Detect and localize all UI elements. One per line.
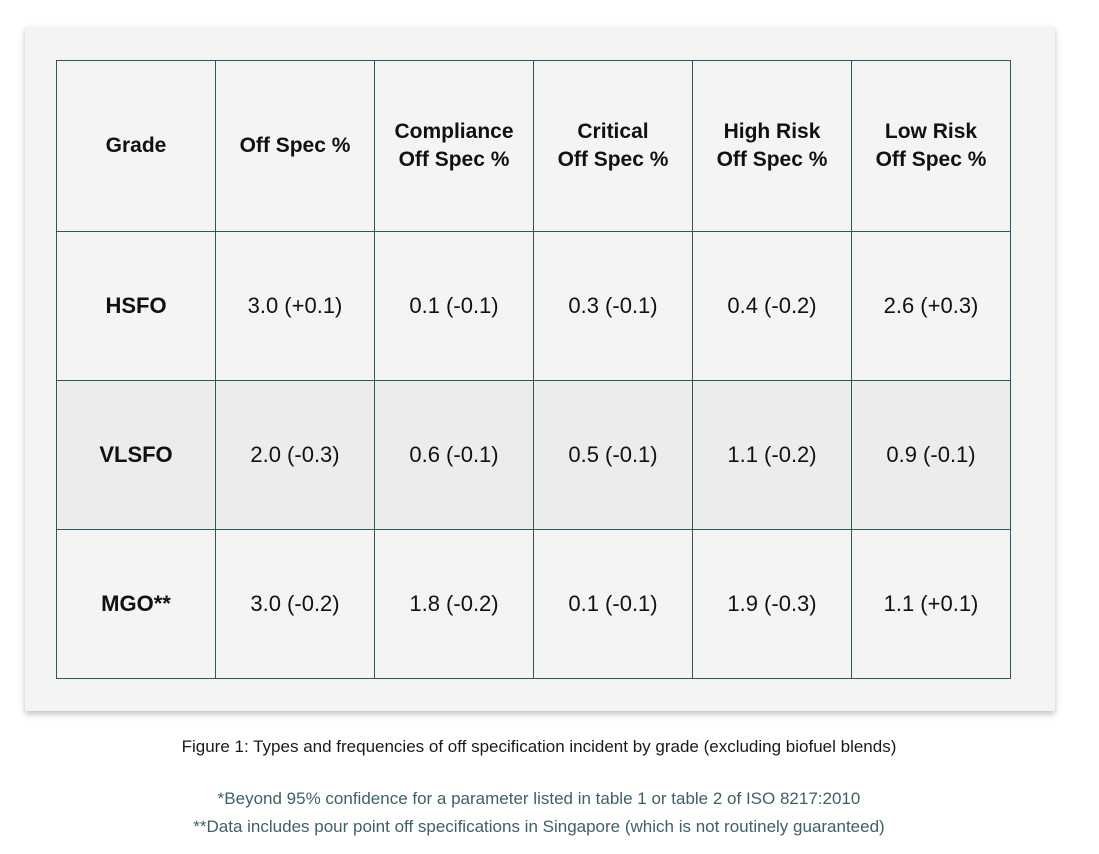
figure-caption: Figure 1: Types and frequencies of off s… [181,737,897,756]
value-cell: 0.6 (-0.1) [374,380,534,530]
table-header-row: Grade Off Spec % Compliance Off Spec % Cr… [56,60,1011,232]
value-cell: 3.0 (-0.2) [215,529,375,679]
value-cell: 1.1 (-0.2) [692,380,852,530]
value-cell: 3.0 (+0.1) [215,231,375,381]
table-row-mgo: MGO** 3.0 (-0.2) 1.8 (-0.2) 0.1 (-0.1) 1… [56,529,1011,679]
header-grade: Grade [56,60,216,232]
value-cell: 1.9 (-0.3) [692,529,852,679]
value-cell: 1.8 (-0.2) [374,529,534,679]
off-spec-table: Grade Off Spec % Compliance Off Spec % Cr… [56,60,1011,679]
header-compliance-off-spec: Compliance Off Spec % [374,60,534,232]
header-low-risk-off-spec: Low Risk Off Spec % [851,60,1011,232]
value-cell: 0.4 (-0.2) [692,231,852,381]
value-cell: 0.5 (-0.1) [533,380,693,530]
table-row-hsfo: HSFO 3.0 (+0.1) 0.1 (-0.1) 0.3 (-0.1) 0.… [56,231,1011,381]
header-high-risk-off-spec: High Risk Off Spec % [692,60,852,232]
value-cell: 0.1 (-0.1) [533,529,693,679]
grade-cell: MGO** [56,529,216,679]
value-cell: 2.0 (-0.3) [215,380,375,530]
header-critical-off-spec: Critical Off Spec % [533,60,693,232]
header-off-spec: Off Spec % [215,60,375,232]
footnote-confidence: *Beyond 95% confidence for a parameter l… [217,789,861,808]
grade-cell: HSFO [56,231,216,381]
value-cell: 0.3 (-0.1) [533,231,693,381]
table-card: Grade Off Spec % Compliance Off Spec % Cr… [25,27,1055,711]
table-row-vlsfo: VLSFO 2.0 (-0.3) 0.6 (-0.1) 0.5 (-0.1) 1… [56,380,1011,530]
footnote-pour-point: **Data includes pour point off specifica… [193,817,885,836]
value-cell: 0.1 (-0.1) [374,231,534,381]
value-cell: 1.1 (+0.1) [851,529,1011,679]
grade-cell: VLSFO [56,380,216,530]
value-cell: 2.6 (+0.3) [851,231,1011,381]
value-cell: 0.9 (-0.1) [851,380,1011,530]
